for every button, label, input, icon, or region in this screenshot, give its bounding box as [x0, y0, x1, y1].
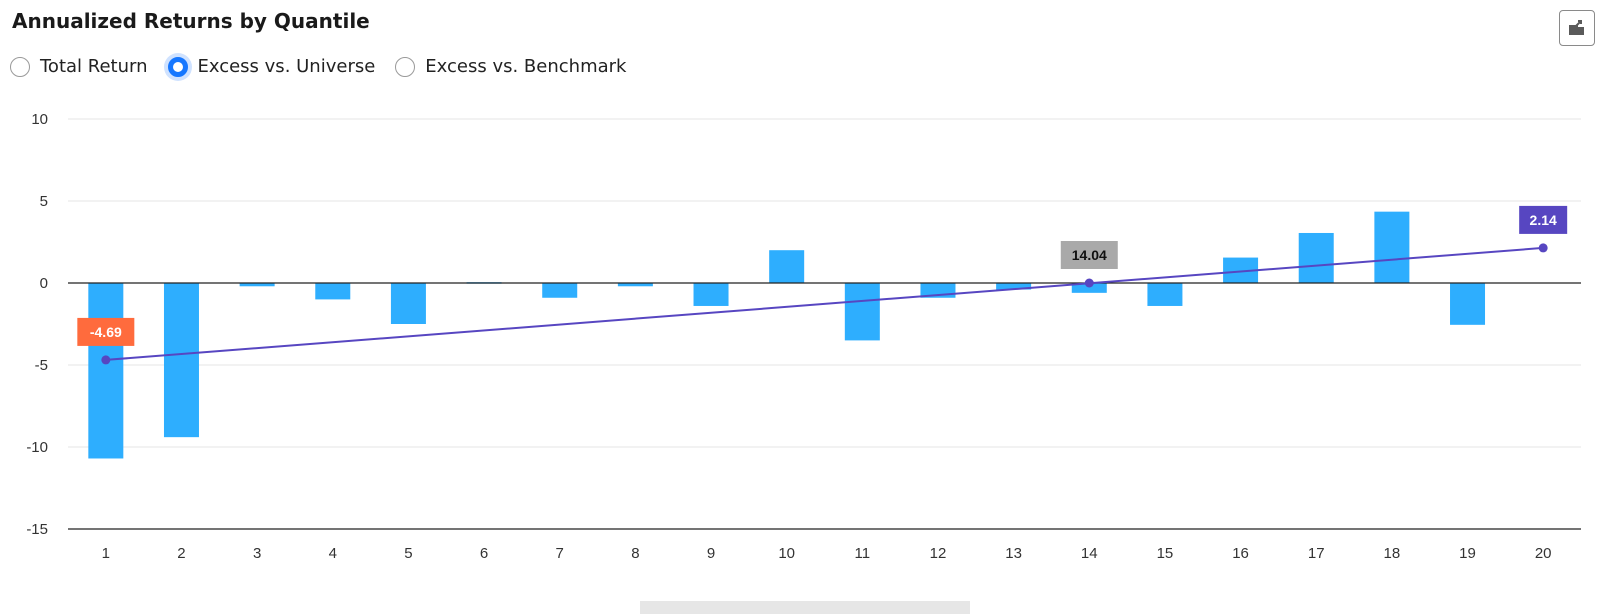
- bar: [844, 283, 880, 341]
- x-tick-label: 15: [1157, 545, 1174, 562]
- trend-start-point: [101, 355, 111, 365]
- radio-excess-vs-universe[interactable]: Excess vs. Universe: [167, 56, 376, 77]
- bar: [1450, 283, 1486, 325]
- return-type-radio-group: Total Return Excess vs. Universe Excess …: [10, 56, 646, 77]
- radio-button-excess-vs-benchmark[interactable]: [395, 56, 416, 77]
- horizontal-scrollbar[interactable]: [640, 601, 970, 614]
- x-tick-label: 2: [177, 545, 185, 562]
- x-tick-label: 17: [1308, 545, 1325, 562]
- bar: [693, 283, 729, 306]
- bar: [1374, 211, 1410, 283]
- radio-button-excess-vs-universe[interactable]: [167, 56, 188, 77]
- bar: [1147, 283, 1183, 306]
- trend-start-label: -4.69: [90, 324, 122, 340]
- radio-total-return[interactable]: Total Return: [10, 56, 148, 77]
- radio-button-total-return[interactable]: [10, 56, 30, 77]
- radio-label-excess-vs-benchmark: Excess vs. Benchmark: [425, 56, 627, 77]
- trend-line: [105, 246, 1544, 361]
- y-tick-label: 10: [31, 111, 48, 128]
- x-tick-label: 13: [1005, 545, 1022, 562]
- bar: [390, 283, 426, 324]
- x-tick-label: 8: [631, 545, 639, 562]
- radio-label-excess-vs-universe: Excess vs. Universe: [197, 56, 376, 77]
- y-tick-label: -15: [26, 521, 48, 538]
- bar: [769, 250, 805, 283]
- trend-end-label-box: [1519, 205, 1568, 234]
- trend-mid-label-box: [1060, 241, 1118, 269]
- x-tick-label: 6: [480, 545, 488, 562]
- bar: [1298, 232, 1334, 283]
- x-tick-label: 7: [556, 545, 564, 562]
- y-tick-label: 5: [40, 193, 48, 210]
- x-tick-label: 11: [855, 545, 871, 562]
- trend-start-label-box: [77, 317, 135, 346]
- chart-title: Annualized Returns by Quantile: [12, 9, 370, 33]
- bar: [239, 283, 275, 287]
- export-button[interactable]: [1559, 10, 1595, 46]
- x-tick-label: 9: [707, 545, 715, 562]
- trend-mid-label: 14.04: [1072, 247, 1107, 263]
- x-tick-label: 1: [102, 545, 110, 562]
- x-tick-label: 5: [404, 545, 412, 562]
- trend-end-point: [1538, 243, 1548, 253]
- radio-label-total-return: Total Return: [40, 56, 148, 77]
- bar: [617, 283, 653, 287]
- y-tick-label: 0: [40, 275, 48, 292]
- y-tick-label: -5: [35, 357, 48, 374]
- x-tick-label: 16: [1232, 545, 1249, 562]
- bar: [542, 283, 578, 298]
- x-tick-label: 12: [930, 545, 947, 562]
- x-tick-label: 19: [1459, 545, 1476, 562]
- bar: [88, 283, 124, 459]
- x-tick-label: 18: [1384, 545, 1401, 562]
- bar: [996, 283, 1032, 290]
- bar: [315, 283, 351, 300]
- export-icon: [1569, 20, 1584, 35]
- trend-mid-point: [1084, 278, 1094, 288]
- y-tick-label: -10: [26, 439, 48, 456]
- x-tick-label: 4: [329, 545, 337, 562]
- x-tick-label: 20: [1535, 545, 1552, 562]
- radio-excess-vs-benchmark[interactable]: Excess vs. Benchmark: [395, 56, 626, 77]
- x-tick-label: 3: [253, 545, 261, 562]
- bar: [163, 283, 199, 438]
- x-tick-label: 14: [1081, 545, 1098, 562]
- bar: [1071, 283, 1107, 293]
- x-tick-label: 10: [778, 545, 795, 562]
- trend-end-label: 2.14: [1530, 212, 1557, 228]
